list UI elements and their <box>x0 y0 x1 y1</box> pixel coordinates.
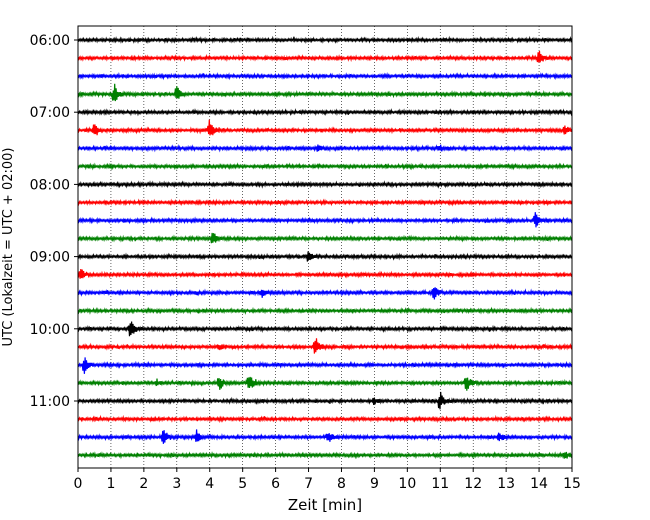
y-tick-label: 08:00 <box>30 177 70 193</box>
x-tick-label: 12 <box>464 476 482 492</box>
y-axis-label: UTC (Lokalzeit = UTC + 02:00) <box>1 148 16 347</box>
trace-0630 <box>77 72 573 81</box>
x-tick-label: 3 <box>172 476 181 492</box>
x-tick-label: 14 <box>530 476 548 492</box>
x-tick-label: 15 <box>563 476 581 492</box>
x-tick-label: 4 <box>205 476 214 492</box>
trace-0845 <box>77 232 573 244</box>
y-tick-label: 10:00 <box>30 322 70 338</box>
trace-1145 <box>77 451 573 460</box>
y-tick-label: 09:00 <box>30 250 70 266</box>
x-tick-label: 7 <box>304 476 313 492</box>
trace-0600 <box>77 35 573 44</box>
seismic-traces <box>77 35 573 460</box>
plot-frame <box>77 25 573 469</box>
y-axis-ticks: 06:00 07:00 08:00 09:00 10:00 11:00 <box>30 33 78 410</box>
trace-0945 <box>77 306 573 315</box>
trace-0830 <box>77 212 573 228</box>
x-tick-label: 13 <box>497 476 515 492</box>
x-tick-label: 8 <box>337 476 346 492</box>
trace-1000 <box>77 321 573 337</box>
x-axis-ticks: 0 1 2 3 4 5 6 7 8 9 10 11 12 13 14 15 <box>74 468 581 492</box>
x-tick-label: 9 <box>370 476 379 492</box>
trace-0915 <box>77 269 573 279</box>
x-tick-label: 5 <box>238 476 247 492</box>
trace-1100 <box>77 391 573 410</box>
trace-0930 <box>77 287 573 300</box>
x-axis-label: Zeit [min] <box>288 496 362 514</box>
trace-1030 <box>77 357 573 374</box>
trace-1045 <box>77 376 573 391</box>
trace-0615 <box>77 50 573 63</box>
trace-1115 <box>77 414 573 424</box>
trace-0700 <box>77 108 573 117</box>
x-tick-label: 6 <box>271 476 280 492</box>
y-tick-label: 07:00 <box>30 105 70 121</box>
y-tick-label: 06:00 <box>30 33 70 49</box>
x-tick-label: 0 <box>74 476 83 492</box>
x-tick-label: 1 <box>106 476 115 492</box>
trace-0730 <box>77 144 573 153</box>
trace-0815 <box>77 198 573 207</box>
trace-0745 <box>77 162 573 171</box>
y-tick-label: 11:00 <box>30 394 70 410</box>
trace-0645 <box>77 83 573 102</box>
trace-0800 <box>77 180 573 189</box>
trace-0715 <box>77 119 573 136</box>
trace-1015 <box>77 338 573 354</box>
x-tick-label: 11 <box>431 476 449 492</box>
trace-0900 <box>77 251 573 262</box>
x-tick-label: 10 <box>398 476 416 492</box>
x-tick-label: 2 <box>139 476 148 492</box>
trace-1130 <box>77 429 573 444</box>
